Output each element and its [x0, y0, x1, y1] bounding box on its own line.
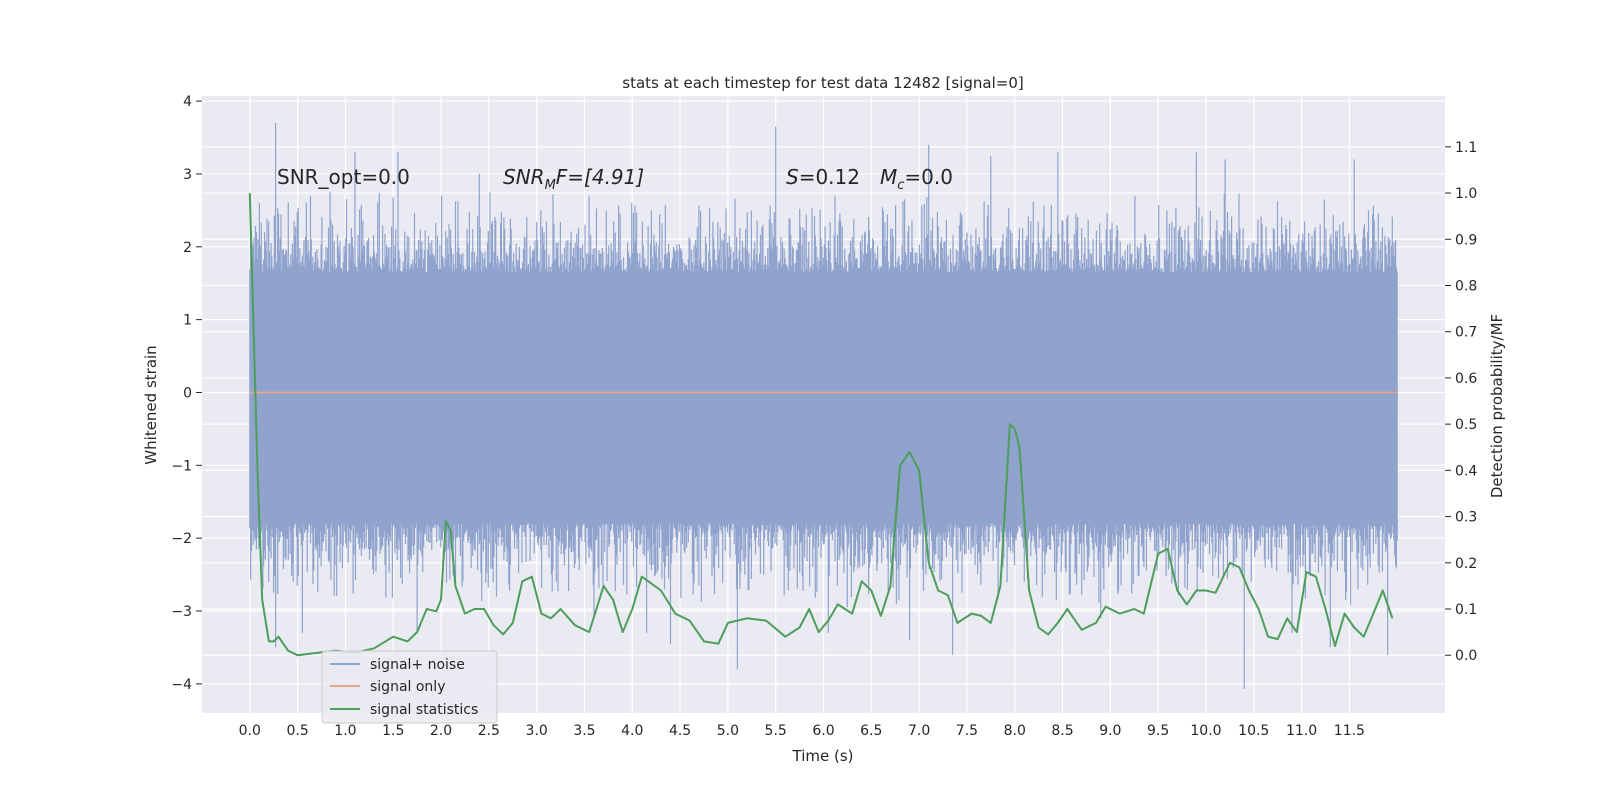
y2-tick-label: 0.1 — [1455, 602, 1477, 618]
y-tick-label: −1 — [171, 458, 192, 474]
y-axis-label: Whitened strain — [142, 345, 160, 464]
x-tick-label: 6.0 — [812, 723, 834, 739]
y2-tick-labels: 0.0 0.1 0.2 0.3 0.4 0.5 0.6 0.7 0.8 0.9 1.0 1.1 — [1445, 140, 1477, 664]
legend-label-stats: signal statistics — [370, 702, 478, 718]
y-tick-label: −2 — [171, 531, 192, 547]
y2-tick-label: 1.0 — [1455, 186, 1477, 202]
annotation-mc-base: M — [880, 165, 897, 189]
legend: signal+ noise signal only signal statist… — [321, 650, 498, 724]
x-tick-label: 5.5 — [765, 723, 787, 739]
legend-box — [321, 650, 498, 724]
x-tick-label: 7.0 — [908, 723, 930, 739]
x-tick-label: 0.5 — [286, 723, 308, 739]
annotation-snr-mf-rest: F=[4.91] — [556, 165, 644, 189]
y2-tick-label: 0.2 — [1455, 556, 1477, 572]
annotation-mc-value: =0.0 — [904, 165, 953, 189]
y-tick-label: 1 — [183, 313, 192, 329]
annotation-s-label: S — [786, 165, 799, 189]
x-tick-label: 10.0 — [1190, 723, 1221, 739]
y2-tick-label: 1.1 — [1455, 140, 1477, 156]
x-tick-label: 8.0 — [1004, 723, 1026, 739]
x-tick-label: 11.0 — [1286, 723, 1317, 739]
y-tick-label: 3 — [183, 167, 192, 183]
x-tick-label: 7.5 — [956, 723, 978, 739]
x-tick-label: 9.5 — [1147, 723, 1169, 739]
annotation-snr-opt: SNR_opt=0.0 — [277, 165, 410, 189]
y2-axis-label: Detection probability/MF — [1488, 314, 1506, 498]
signal-statistics-line — [248, 193, 1394, 657]
legend-label-noise: signal+ noise — [370, 657, 465, 673]
y2-tick-label: 0.0 — [1455, 648, 1477, 664]
annotations: SNR_opt=0.0 SNRMF=[4.91] S=0.12 Mc=0.0 — [277, 165, 953, 193]
x-tick-labels: 0.0 0.5 1.0 1.5 2.0 2.5 3.0 3.5 4.0 4.5 5.0 5.5 6.0 6… — [239, 723, 1365, 739]
y2-tick-label: 0.5 — [1455, 417, 1477, 433]
x-tick-label: 6.5 — [860, 723, 882, 739]
x-tick-label: 1.0 — [334, 723, 356, 739]
y-tick-label: 4 — [183, 94, 192, 110]
x-tick-label: 8.5 — [1051, 723, 1073, 739]
y2-tick-label: 0.3 — [1455, 510, 1477, 526]
x-tick-label: 1.5 — [382, 723, 404, 739]
x-tick-label: 2.0 — [430, 723, 452, 739]
annotation-s: S=0.12 — [786, 165, 860, 189]
annotation-snr-mf-base: SNR — [503, 165, 545, 189]
y-tick-label: 0 — [183, 385, 192, 401]
y-tick-label: 2 — [183, 240, 192, 256]
x-tick-label: 10.5 — [1238, 723, 1269, 739]
x-axis-label: Time (s) — [792, 747, 854, 765]
annotation-snr-mf: SNRMF=[4.91] — [503, 165, 644, 193]
x-tick-label: 9.0 — [1099, 723, 1121, 739]
x-tick-label: 3.0 — [526, 723, 548, 739]
legend-label-signal: signal only — [370, 679, 445, 695]
y-tick-label: −4 — [171, 677, 192, 693]
y2-tick-label: 0.7 — [1455, 325, 1477, 341]
annotation-mc-sub: c — [897, 178, 904, 193]
annotation-s-value: =0.12 — [799, 165, 860, 189]
x-tick-label: 3.5 — [573, 723, 595, 739]
x-tick-label: 2.5 — [478, 723, 500, 739]
y2-tick-label: 0.9 — [1455, 232, 1477, 248]
annotation-mc: Mc=0.0 — [880, 165, 953, 193]
y2-tick-label: 0.8 — [1455, 278, 1477, 294]
y2-tick-label: 0.4 — [1455, 463, 1477, 479]
y2-tick-label: 0.6 — [1455, 371, 1477, 387]
x-tick-label: 0.0 — [239, 723, 261, 739]
x-tick-label: 5.0 — [717, 723, 739, 739]
y-tick-label: −3 — [171, 604, 192, 620]
y-tick-labels: −4 −3 −2 −1 0 1 2 3 4 — [171, 94, 202, 693]
noise-strokes — [249, 123, 1398, 689]
x-tick-label: 11.5 — [1334, 723, 1365, 739]
x-tick-label: 4.0 — [621, 723, 643, 739]
signal-statistics-series — [248, 193, 1394, 657]
annotation-snr-mf-sub: M — [545, 178, 556, 193]
signal-noise-series — [249, 123, 1398, 689]
x-tick-label: 4.5 — [669, 723, 691, 739]
chart-title: stats at each timestep for test data 124… — [622, 74, 1023, 92]
